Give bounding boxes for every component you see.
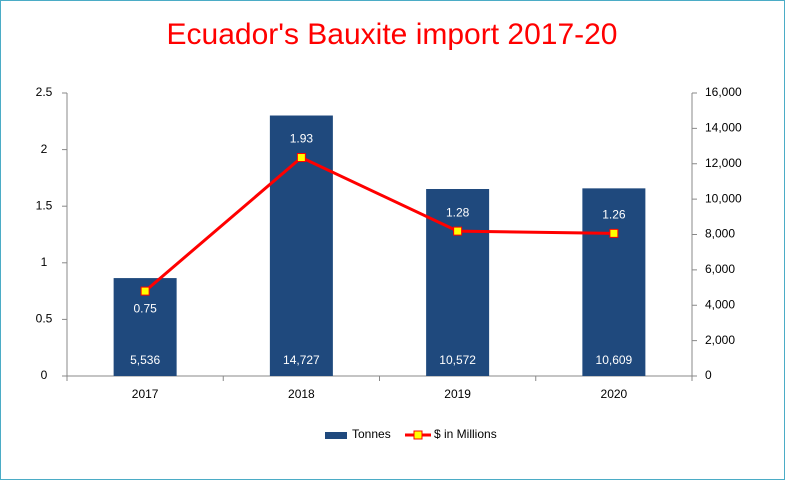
y2-tick-label: 12,000 <box>705 156 742 170</box>
bar-value-label: 14,727 <box>283 353 320 367</box>
y2-tick-label: 16,000 <box>705 85 742 99</box>
legend-marker <box>413 430 423 440</box>
line-value-label: 1.26 <box>602 208 626 222</box>
x-tick-label: 2018 <box>288 387 315 401</box>
x-tick-label: 2017 <box>132 387 159 401</box>
y-tick-label: 1 <box>41 255 48 269</box>
legend-swatch <box>325 432 347 439</box>
y2-tick-label: 4,000 <box>705 297 735 311</box>
legend-label: Tonnes <box>352 427 391 441</box>
line-marker <box>296 153 306 163</box>
line-marker <box>609 228 619 238</box>
line-marker <box>453 226 463 236</box>
legend-label: $ in Millions <box>434 427 497 441</box>
y-tick-label: 0 <box>41 368 48 382</box>
line <box>144 155 614 293</box>
y-tick-label: 2.5 <box>36 85 53 99</box>
x-tick-label: 2019 <box>444 387 471 401</box>
y-tick-label: 0.5 <box>36 312 53 326</box>
x-tick-label: 2020 <box>601 387 628 401</box>
y-tick-label: 2 <box>41 142 48 156</box>
line-value-label: 1.28 <box>446 205 470 219</box>
y-tick-label: 1.5 <box>36 198 53 212</box>
y2-tick-label: 14,000 <box>705 121 742 135</box>
y2-tick-label: 8,000 <box>705 227 735 241</box>
chart-title: Ecuador's Bauxite import 2017-20 <box>167 18 618 51</box>
y2-tick-label: 0 <box>705 368 712 382</box>
line-value-label: 1.93 <box>290 132 314 146</box>
line-marker <box>140 286 150 296</box>
y2-tick-label: 2,000 <box>705 333 735 347</box>
bar <box>582 188 646 376</box>
y2-tick-label: 10,000 <box>705 191 742 205</box>
y2-tick-label: 6,000 <box>705 262 735 276</box>
line-value-label: 0.75 <box>133 301 157 315</box>
bar-value-label: 10,572 <box>439 353 476 367</box>
bar-value-label: 5,536 <box>130 353 160 367</box>
bar-value-label: 10,609 <box>596 353 633 367</box>
